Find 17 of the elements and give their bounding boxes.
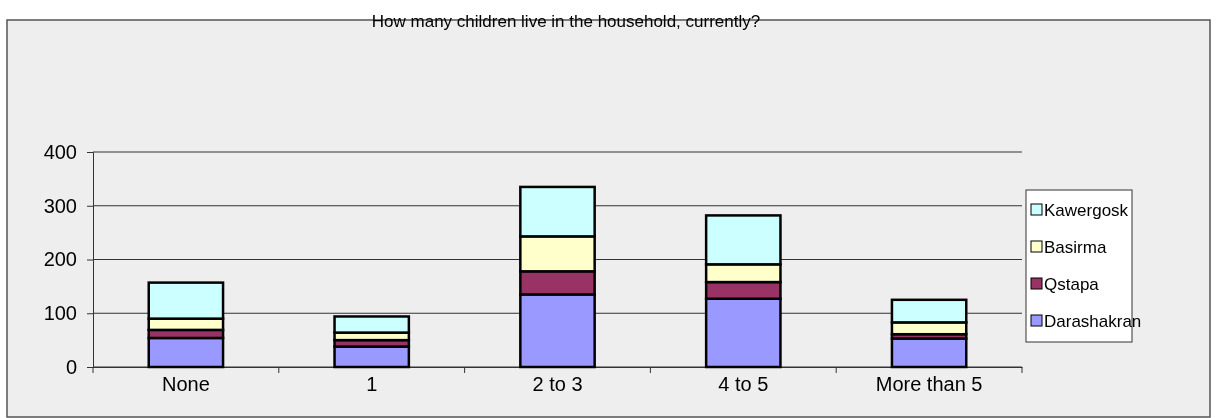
legend-label: Qstapa: [1044, 275, 1100, 294]
x-tick-label: More than 5: [875, 373, 983, 396]
y-tick-label: 0: [65, 355, 77, 378]
y-tick-label: 100: [43, 302, 77, 325]
chart-title: How many children live in the household, currently?: [371, 12, 761, 31]
y-tick-label: 400: [43, 140, 77, 163]
x-tick-label: 1: [366, 373, 378, 396]
y-tick-label: 300: [43, 194, 77, 217]
legend-label: Darashakran: [1044, 312, 1142, 331]
legend-label: Kawergosk: [1044, 201, 1129, 220]
x-tick-label: 2 to 3: [532, 373, 583, 396]
x-tick-label: 4 to 5: [718, 373, 769, 396]
legend-label: Basirma: [1044, 238, 1107, 257]
y-tick-label: 200: [43, 248, 77, 271]
bar: [333, 345, 411, 369]
bar: [890, 337, 968, 369]
x-tick-label: None: [161, 373, 210, 396]
